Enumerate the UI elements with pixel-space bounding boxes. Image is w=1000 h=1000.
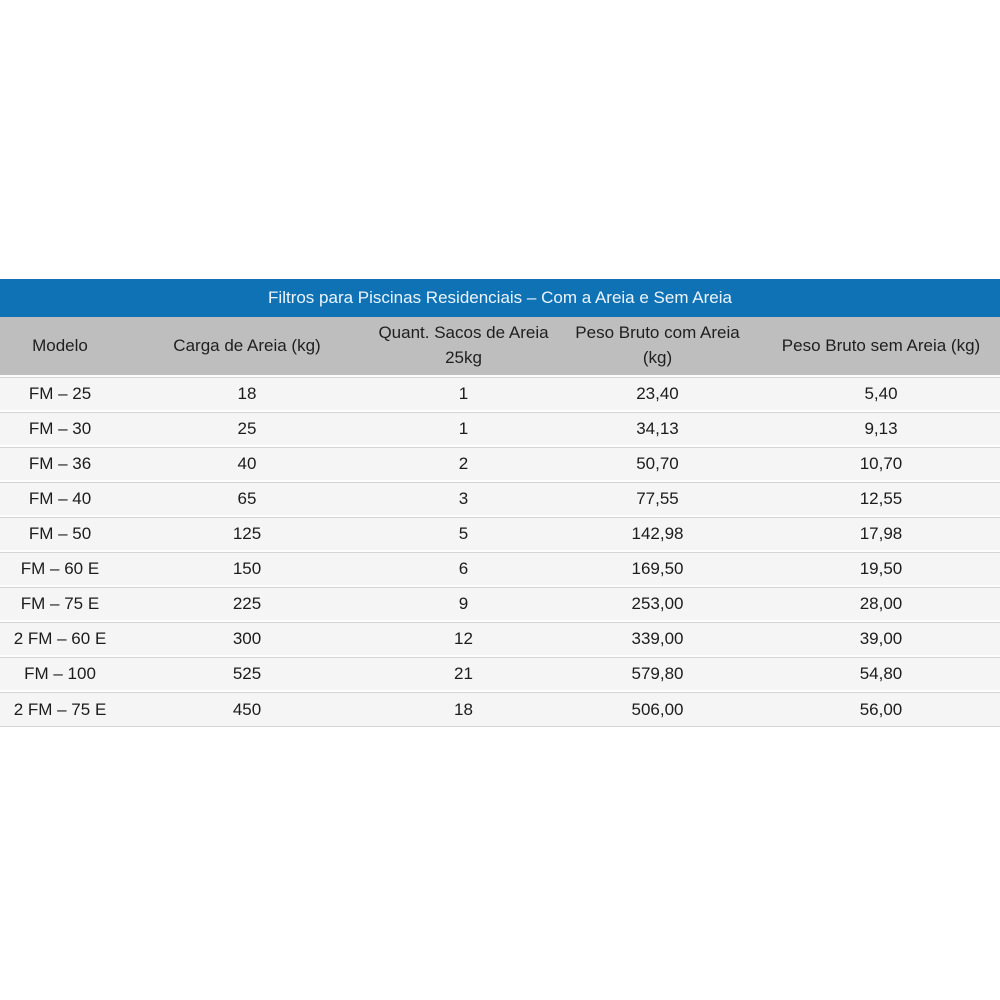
filters-spec-table: Modelo Carga de Areia (kg) Quant. Sacos de… bbox=[0, 317, 1000, 727]
table-cell: FM – 60 E bbox=[0, 552, 120, 587]
table-row: 2 FM – 60 E 300 12 339,00 39,00 bbox=[0, 622, 1000, 657]
table-cell: 54,80 bbox=[762, 657, 1000, 692]
table-cell: 12 bbox=[374, 622, 553, 657]
table-cell: 150 bbox=[120, 552, 374, 587]
table-cell: 169,50 bbox=[553, 552, 762, 587]
table-cell: FM – 50 bbox=[0, 517, 120, 552]
table-cell: 5,40 bbox=[762, 377, 1000, 412]
table-cell: 17,98 bbox=[762, 517, 1000, 552]
table-cell: 19,50 bbox=[762, 552, 1000, 587]
table-cell: 28,00 bbox=[762, 587, 1000, 622]
table-cell: FM – 36 bbox=[0, 447, 120, 482]
table-cell: 2 FM – 75 E bbox=[0, 692, 120, 727]
table-cell: 525 bbox=[120, 657, 374, 692]
column-header: Modelo bbox=[0, 317, 120, 377]
table-cell: 10,70 bbox=[762, 447, 1000, 482]
table-cell: FM – 75 E bbox=[0, 587, 120, 622]
header-row: Modelo Carga de Areia (kg) Quant. Sacos de… bbox=[0, 317, 1000, 377]
table-row: 2 FM – 75 E 450 18 506,00 56,00 bbox=[0, 692, 1000, 727]
table-cell: 18 bbox=[374, 692, 553, 727]
table-cell: FM – 40 bbox=[0, 482, 120, 517]
table-cell: 50,70 bbox=[553, 447, 762, 482]
table-cell: 3 bbox=[374, 482, 553, 517]
table-cell: 339,00 bbox=[553, 622, 762, 657]
table-title: Filtros para Piscinas Residenciais – Com… bbox=[268, 288, 732, 307]
table-cell: 9 bbox=[374, 587, 553, 622]
table-cell: 1 bbox=[374, 377, 553, 412]
table-cell: FM – 30 bbox=[0, 412, 120, 447]
table-cell: 25 bbox=[120, 412, 374, 447]
table-title-bar: Filtros para Piscinas Residenciais – Com… bbox=[0, 279, 1000, 317]
table-row: FM – 30 25 1 34,13 9,13 bbox=[0, 412, 1000, 447]
table-cell: 23,40 bbox=[553, 377, 762, 412]
table-cell: 2 FM – 60 E bbox=[0, 622, 120, 657]
table-row: FM – 40 65 3 77,55 12,55 bbox=[0, 482, 1000, 517]
table-cell: 18 bbox=[120, 377, 374, 412]
column-header: Peso Bruto sem Areia (kg) bbox=[762, 317, 1000, 377]
table-cell: 77,55 bbox=[553, 482, 762, 517]
table-head: Modelo Carga de Areia (kg) Quant. Sacos de… bbox=[0, 317, 1000, 377]
table-body: FM – 25 18 1 23,40 5,40 FM – 30 25 1 34,13 9,13 FM… bbox=[0, 377, 1000, 727]
table-cell: 12,55 bbox=[762, 482, 1000, 517]
table-cell: 300 bbox=[120, 622, 374, 657]
table-row: FM – 100 525 21 579,80 54,80 bbox=[0, 657, 1000, 692]
table-cell: 225 bbox=[120, 587, 374, 622]
table-cell: 56,00 bbox=[762, 692, 1000, 727]
column-header: Quant. Sacos de Areia 25kg bbox=[374, 317, 553, 377]
column-header: Peso Bruto com Areia (kg) bbox=[553, 317, 762, 377]
table-cell: 2 bbox=[374, 447, 553, 482]
table-cell: 253,00 bbox=[553, 587, 762, 622]
table-cell: 579,80 bbox=[553, 657, 762, 692]
table-cell: FM – 25 bbox=[0, 377, 120, 412]
table-row: FM – 36 40 2 50,70 10,70 bbox=[0, 447, 1000, 482]
table-row: FM – 60 E 150 6 169,50 19,50 bbox=[0, 552, 1000, 587]
table-cell: 65 bbox=[120, 482, 374, 517]
table-cell: 1 bbox=[374, 412, 553, 447]
table-cell: 21 bbox=[374, 657, 553, 692]
table-cell: 506,00 bbox=[553, 692, 762, 727]
column-header: Carga de Areia (kg) bbox=[120, 317, 374, 377]
table-cell: 142,98 bbox=[553, 517, 762, 552]
table-row: FM – 75 E 225 9 253,00 28,00 bbox=[0, 587, 1000, 622]
table-cell: 34,13 bbox=[553, 412, 762, 447]
table-cell: 450 bbox=[120, 692, 374, 727]
table-cell: 40 bbox=[120, 447, 374, 482]
table-cell: 39,00 bbox=[762, 622, 1000, 657]
table-cell: 5 bbox=[374, 517, 553, 552]
table-cell: 125 bbox=[120, 517, 374, 552]
table-row: FM – 50 125 5 142,98 17,98 bbox=[0, 517, 1000, 552]
table-cell: FM – 100 bbox=[0, 657, 120, 692]
table-cell: 9,13 bbox=[762, 412, 1000, 447]
table-cell: 6 bbox=[374, 552, 553, 587]
table-row: FM – 25 18 1 23,40 5,40 bbox=[0, 377, 1000, 412]
